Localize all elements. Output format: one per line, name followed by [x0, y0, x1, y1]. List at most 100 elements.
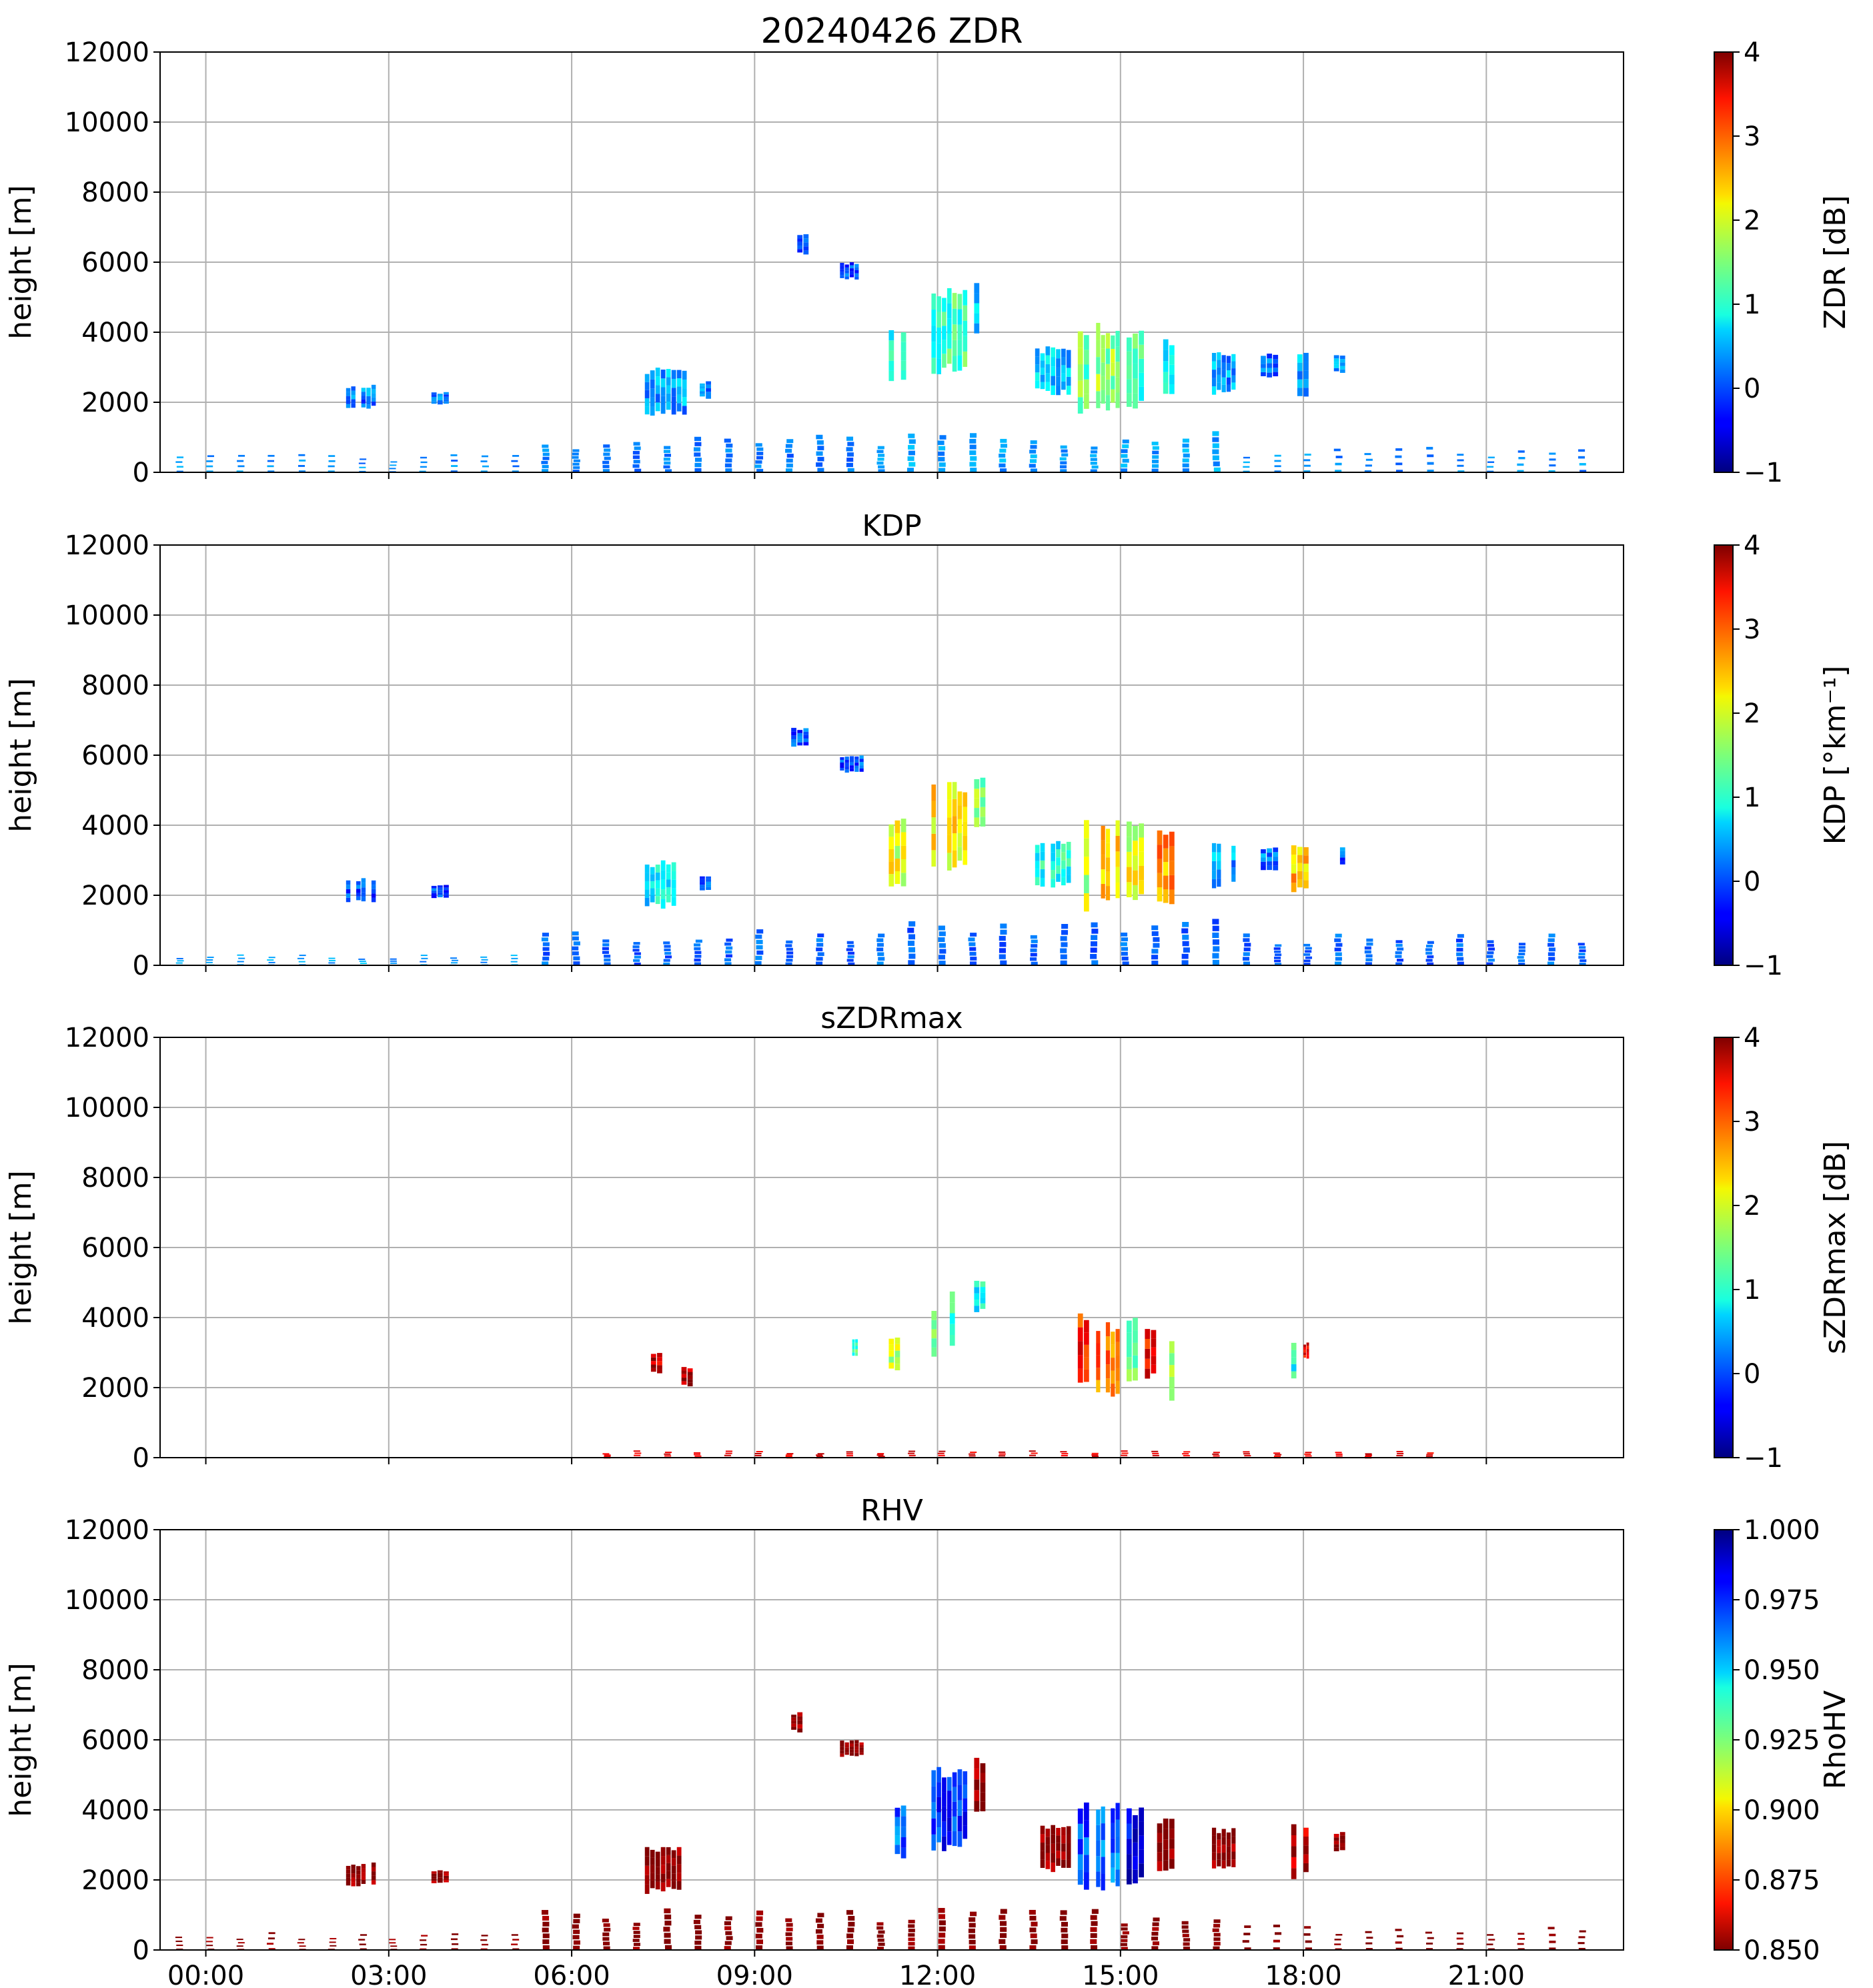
low-echo-column: [1030, 935, 1037, 939]
low-echo-column: [1335, 1452, 1342, 1454]
low-echo-column: [330, 1945, 337, 1947]
echo-cell: [437, 1880, 443, 1883]
low-echo-column: [969, 942, 976, 947]
colorbar-label: KDP [°km⁻¹]: [1818, 666, 1852, 845]
echo-cell: [1051, 376, 1055, 386]
low-echo-column: [969, 1939, 976, 1945]
echo-cell: [894, 1835, 900, 1845]
echo-cell: [974, 1790, 980, 1801]
low-echo-column: [907, 927, 914, 933]
low-echo-column: [1487, 940, 1494, 943]
echo-cell: [1333, 1833, 1339, 1838]
echo-cell: [974, 1300, 980, 1306]
echo-cell: [1105, 1336, 1111, 1351]
echo-cell: [1217, 367, 1221, 375]
low-echo-column: [1517, 1948, 1525, 1950]
echo-cell: [1083, 1369, 1089, 1382]
low-echo-column: [1335, 456, 1343, 458]
low-echo-column: [999, 942, 1007, 947]
echo-cell: [974, 1293, 980, 1300]
echo-cell: [1339, 1832, 1345, 1836]
low-echo-column: [267, 470, 275, 472]
low-echo-column: [786, 1923, 793, 1927]
panel-title: KDP: [862, 509, 921, 543]
low-echo-column: [328, 959, 336, 961]
echo-cell: [1051, 1825, 1055, 1835]
low-echo-column: [1060, 960, 1067, 965]
low-echo-column: [1243, 957, 1250, 961]
low-echo-column: [390, 461, 398, 463]
low-echo-column: [1426, 446, 1433, 450]
y-tick-label: 8000: [81, 177, 149, 208]
echo-cell: [844, 1742, 849, 1745]
echo-cell: [1077, 1355, 1083, 1369]
echo-cell: [1169, 355, 1175, 365]
low-echo-column: [1364, 470, 1371, 472]
low-echo-column: [1091, 922, 1098, 928]
low-echo-column: [1547, 943, 1555, 947]
low-echo-column: [876, 947, 884, 952]
low-echo-column: [664, 1945, 672, 1950]
low-echo-column: [480, 961, 488, 963]
y-tick-label: 0: [133, 458, 149, 488]
echo-cell: [1339, 369, 1345, 373]
echo-cell: [706, 381, 711, 385]
echo-cell: [1077, 1809, 1083, 1824]
low-echo-column: [237, 961, 244, 963]
echo-cell: [900, 351, 906, 361]
echo-cell: [1133, 393, 1138, 409]
echo-cell: [361, 399, 366, 404]
echo-cell: [660, 1882, 666, 1892]
echo-cell: [900, 1837, 906, 1848]
low-echo-column: [1580, 959, 1587, 963]
echo-cell: [1291, 1846, 1297, 1857]
echo-cell: [1096, 357, 1101, 374]
echo-cell: [1077, 1823, 1083, 1839]
low-echo-column: [420, 1943, 428, 1946]
low-echo-column: [602, 943, 610, 947]
echo-cell: [1083, 875, 1089, 893]
echo-cell: [980, 797, 986, 807]
echo-cell: [1297, 362, 1303, 372]
low-echo-column: [694, 1945, 702, 1950]
low-echo-column: [1121, 1927, 1128, 1931]
echo-cell: [1083, 1820, 1089, 1838]
echo-cell: [849, 268, 854, 272]
low-echo-column: [786, 1946, 793, 1950]
low-echo-column: [1518, 946, 1525, 949]
echo-cell: [1261, 853, 1266, 858]
echo-cell: [1297, 354, 1303, 363]
y-tick-label: 4000: [81, 1303, 149, 1334]
echo-cell: [1101, 883, 1105, 899]
low-echo-column: [542, 957, 550, 961]
low-echo-column: [1121, 1450, 1128, 1452]
low-echo-column: [999, 448, 1007, 453]
echo-cell: [1303, 1352, 1306, 1356]
echo-cell: [852, 1339, 855, 1343]
low-echo-column: [1365, 954, 1373, 958]
echo-cell: [1211, 370, 1217, 378]
low-echo-column: [817, 1923, 824, 1929]
low-echo-column: [694, 943, 701, 947]
echo-cell: [859, 765, 864, 769]
echo-cell: [1333, 358, 1339, 362]
echo-cell: [1111, 389, 1115, 403]
echo-cell: [351, 1869, 356, 1874]
low-echo-column: [572, 462, 580, 466]
echo-cell: [1101, 390, 1105, 404]
low-echo-column: [1335, 957, 1342, 961]
low-echo-column: [450, 454, 458, 456]
low-echo-column: [1395, 470, 1403, 472]
low-echo-column: [1549, 1941, 1556, 1943]
echo-cell: [681, 1370, 687, 1374]
low-echo-column: [451, 959, 459, 961]
low-echo-column: [970, 468, 977, 472]
echo-cell: [900, 342, 906, 352]
y-tick-label: 6000: [81, 1725, 149, 1756]
low-echo-column: [1456, 943, 1463, 947]
echo-cell: [1115, 1380, 1120, 1394]
low-echo-column: [602, 947, 609, 951]
low-echo-column: [878, 469, 885, 472]
y-tick-label: 4000: [81, 318, 149, 348]
